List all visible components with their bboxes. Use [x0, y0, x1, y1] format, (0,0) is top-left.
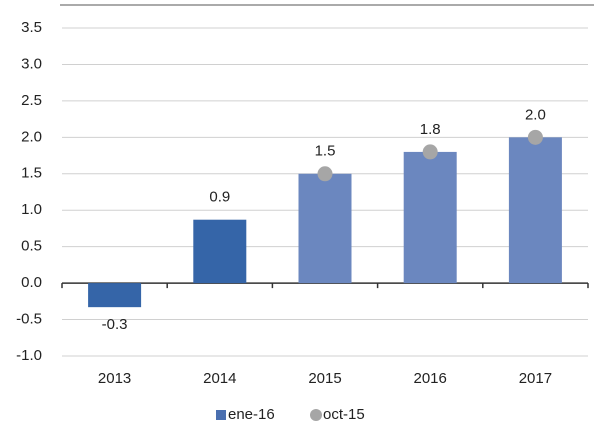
x-tick-label: 2014 [203, 370, 236, 387]
legend-swatch [216, 410, 226, 420]
y-tick-label: 0.5 [21, 238, 42, 255]
value-label: 1.8 [420, 121, 441, 138]
x-tick-label: 2015 [308, 370, 341, 387]
value-label: -0.3 [102, 316, 128, 333]
bar [403, 151, 457, 284]
y-tick-label: 0.0 [21, 274, 42, 291]
x-tick-label: 2017 [519, 370, 552, 387]
legend-swatch [310, 409, 322, 421]
y-tick-label: 3.0 [21, 55, 42, 72]
legend-label: oct-15 [323, 406, 365, 423]
y-tick-label: -0.5 [16, 311, 42, 328]
y-tick-label: 1.0 [21, 201, 42, 218]
bar [298, 173, 352, 284]
bar [88, 283, 142, 308]
value-label: 2.0 [525, 106, 546, 123]
point [317, 166, 333, 182]
y-tick-label: 3.5 [21, 19, 42, 36]
y-tick-label: 2.0 [21, 128, 42, 145]
value-label: 1.5 [315, 143, 336, 160]
value-label: 0.9 [209, 189, 230, 206]
y-tick-label: 2.5 [21, 92, 42, 109]
legend-label: ene-16 [228, 406, 275, 423]
x-tick-label: 2016 [414, 370, 447, 387]
y-tick-label: 1.5 [21, 165, 42, 182]
y-tick-label: -1.0 [16, 347, 42, 364]
point [422, 144, 438, 160]
bar [193, 219, 247, 284]
x-tick-label: 2013 [98, 370, 131, 387]
bar [508, 137, 562, 284]
point [527, 129, 543, 145]
